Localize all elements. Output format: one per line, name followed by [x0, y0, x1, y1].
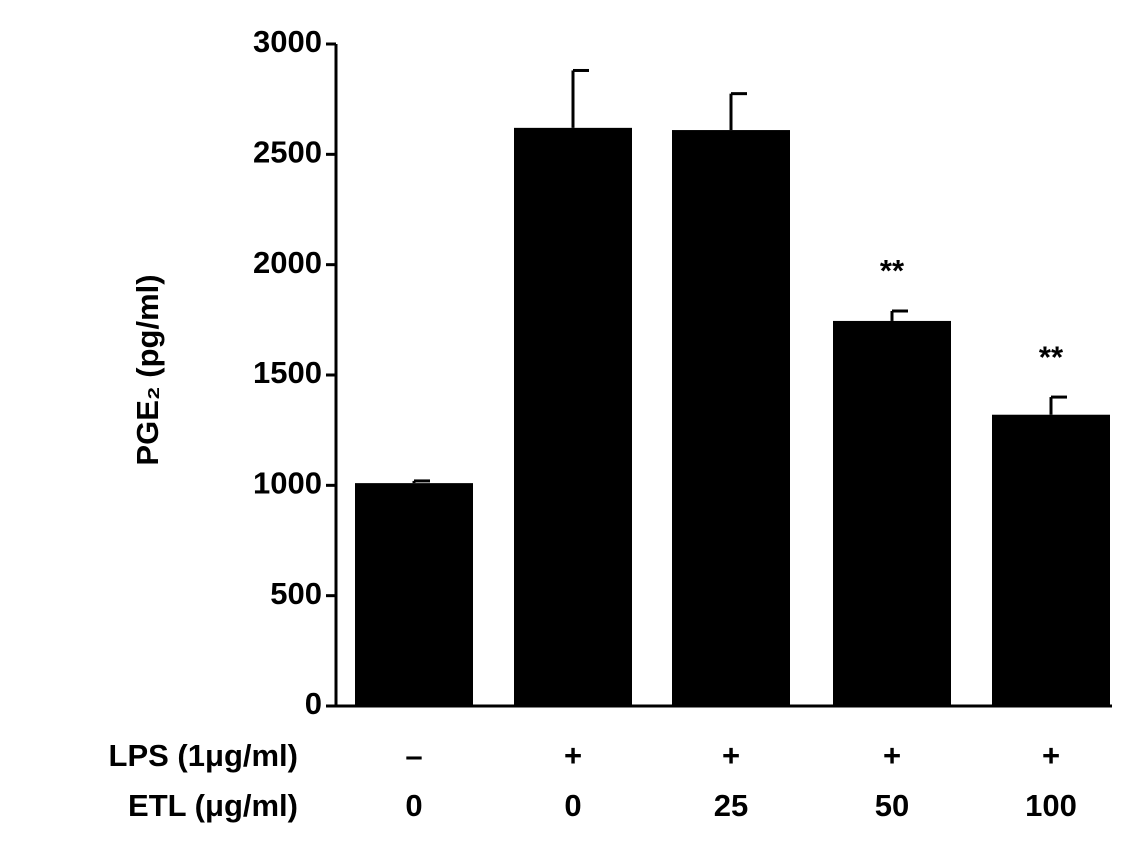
- x-tick-label: 0: [405, 788, 422, 823]
- row-label: LPS (1μg/ml): [109, 738, 298, 773]
- bar: [992, 414, 1110, 706]
- y-axis-label: PGE₂ (pg/ml): [130, 274, 165, 465]
- x-tick-label: +: [564, 738, 582, 773]
- x-tick-label: +: [1042, 738, 1060, 773]
- x-tick-label: 50: [875, 788, 909, 823]
- y-tick-label: 3000: [253, 24, 322, 59]
- y-tick-label: 0: [305, 686, 322, 721]
- x-tick-label: 0: [564, 788, 581, 823]
- bar: [355, 483, 473, 706]
- y-tick-label: 2000: [253, 245, 322, 280]
- x-tick-label: +: [883, 738, 901, 773]
- x-tick-label: –: [405, 738, 422, 773]
- bar: [833, 320, 951, 706]
- significance-label: **: [1039, 339, 1064, 374]
- y-tick-label: 1000: [253, 466, 322, 501]
- significance-label: **: [880, 253, 905, 288]
- y-tick-label: 500: [270, 576, 322, 611]
- x-tick-label: +: [722, 738, 740, 773]
- y-tick-label: 1500: [253, 355, 322, 390]
- bar: [514, 127, 632, 706]
- row-label: ETL (μg/ml): [128, 788, 298, 823]
- bar: [672, 130, 790, 706]
- y-tick-label: 2500: [253, 135, 322, 170]
- x-tick-label: 100: [1025, 788, 1077, 823]
- x-tick-label: 25: [714, 788, 748, 823]
